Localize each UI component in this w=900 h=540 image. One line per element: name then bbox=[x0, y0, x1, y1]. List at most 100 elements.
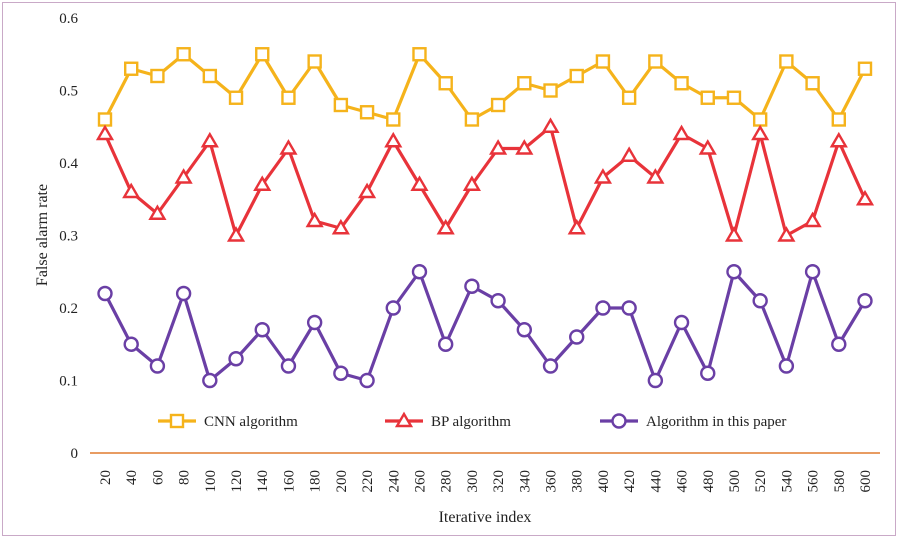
y-tick-label: 0.1 bbox=[59, 374, 78, 390]
data-point bbox=[279, 139, 298, 155]
data-point bbox=[331, 218, 350, 235]
y-tick-label: 0.2 bbox=[59, 301, 78, 317]
legend-item: CNN algorithm bbox=[158, 413, 298, 430]
data-point bbox=[831, 112, 846, 127]
data-point bbox=[280, 358, 297, 374]
data-point bbox=[751, 124, 770, 141]
data-point bbox=[516, 322, 533, 338]
x-tick-label: 100 bbox=[203, 470, 219, 493]
data-point bbox=[752, 293, 768, 309]
x-tick-label: 140 bbox=[255, 470, 271, 493]
y-tick-label: 0.6 bbox=[59, 11, 78, 27]
data-point bbox=[97, 285, 113, 302]
x-tick-label: 360 bbox=[544, 470, 560, 493]
x-tick-label: 320 bbox=[491, 470, 507, 493]
x-axis-ticks: 20 40 60 80 100 120 140 160 180 200 220 240 260 280 30… bbox=[98, 470, 874, 493]
series-circle bbox=[97, 264, 873, 389]
x-tick-label: 200 bbox=[334, 470, 350, 493]
data-point bbox=[333, 365, 349, 381]
data-point bbox=[700, 90, 715, 105]
data-point bbox=[674, 76, 689, 91]
legend-label: BP algorithm bbox=[431, 414, 511, 430]
data-point bbox=[490, 97, 506, 113]
data-point bbox=[803, 211, 822, 228]
x-tick-label: 20 bbox=[98, 470, 114, 485]
x-tick-label: 580 bbox=[832, 470, 848, 493]
data-point bbox=[855, 189, 875, 206]
data-point bbox=[226, 226, 246, 242]
data-point bbox=[752, 112, 768, 127]
data-point bbox=[464, 278, 480, 294]
series-line bbox=[103, 270, 867, 383]
series-square bbox=[97, 47, 873, 127]
data-point bbox=[593, 168, 613, 184]
data-point bbox=[489, 139, 508, 155]
data-point bbox=[255, 47, 270, 62]
data-point bbox=[543, 83, 558, 98]
x-tick-label: 460 bbox=[675, 470, 691, 493]
data-point bbox=[357, 182, 377, 199]
x-tick-label: 60 bbox=[150, 470, 166, 485]
y-axis-title: False alarm rate bbox=[34, 184, 51, 286]
data-point bbox=[95, 124, 115, 141]
y-tick-label: 0.4 bbox=[59, 156, 78, 172]
series-triangle bbox=[95, 117, 875, 242]
x-tick-label: 160 bbox=[281, 470, 297, 493]
x-tick-label: 280 bbox=[439, 470, 455, 493]
data-point bbox=[281, 90, 296, 105]
legend: CNN algorithm BP algorithm Algorithm in th… bbox=[158, 411, 786, 430]
data-point bbox=[228, 90, 244, 105]
y-tick-label: 0 bbox=[71, 446, 79, 462]
legend-item: BP algorithm bbox=[385, 411, 511, 430]
data-point bbox=[150, 68, 165, 84]
y-tick-label: 0.3 bbox=[59, 229, 78, 245]
x-tick-label: 240 bbox=[386, 470, 402, 493]
data-point bbox=[462, 175, 481, 191]
data-point bbox=[148, 204, 167, 220]
data-point bbox=[672, 124, 691, 141]
data-point bbox=[648, 54, 663, 69]
y-axis-ticks: 0 0.1 0.2 0.3 0.4 0.5 0.6 bbox=[59, 11, 78, 462]
data-point bbox=[124, 61, 139, 76]
x-tick-label: 440 bbox=[648, 470, 664, 493]
data-point bbox=[200, 131, 219, 148]
x-tick-label: 480 bbox=[701, 470, 717, 493]
x-tick-label: 380 bbox=[570, 470, 586, 493]
data-point bbox=[726, 264, 742, 280]
data-point bbox=[384, 131, 403, 148]
data-point bbox=[149, 358, 166, 374]
data-point bbox=[202, 372, 218, 389]
legend-marker bbox=[611, 413, 627, 429]
x-tick-label: 400 bbox=[596, 470, 612, 493]
legend-label: CNN algorithm bbox=[204, 414, 298, 430]
x-tick-label: 540 bbox=[779, 470, 795, 493]
data-point bbox=[410, 175, 429, 191]
data-point bbox=[359, 372, 375, 389]
data-point bbox=[831, 336, 847, 352]
legend-marker bbox=[394, 411, 414, 428]
data-point bbox=[779, 54, 794, 69]
data-point bbox=[541, 117, 560, 133]
data-point bbox=[542, 358, 559, 374]
data-point bbox=[411, 264, 428, 280]
data-point bbox=[698, 139, 717, 155]
data-point bbox=[333, 97, 349, 113]
x-tick-label: 600 bbox=[858, 470, 874, 493]
legend-item: Algorithm in this paper bbox=[600, 413, 786, 430]
data-point bbox=[359, 105, 375, 120]
data-point bbox=[805, 76, 820, 91]
data-point bbox=[647, 372, 664, 389]
series-layer bbox=[95, 47, 875, 389]
data-point bbox=[517, 76, 532, 91]
data-point bbox=[253, 175, 272, 191]
data-point bbox=[646, 168, 665, 184]
data-point bbox=[620, 146, 639, 162]
x-tick-label: 420 bbox=[622, 470, 638, 493]
data-point bbox=[777, 226, 796, 242]
data-point bbox=[122, 182, 141, 199]
data-point bbox=[778, 358, 795, 374]
data-point bbox=[176, 47, 191, 62]
data-point bbox=[595, 54, 611, 69]
